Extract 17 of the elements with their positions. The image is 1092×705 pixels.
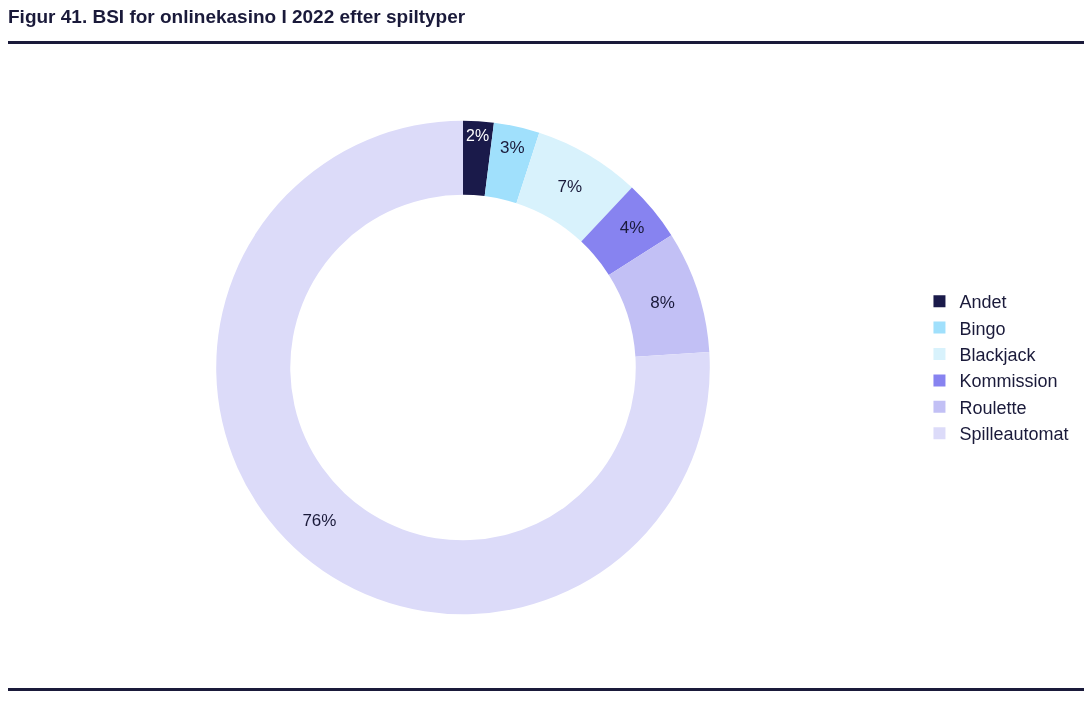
donut-slice (608, 235, 710, 357)
legend-label: Kommission (959, 371, 1058, 392)
legend-label: Blackjack (959, 345, 1037, 366)
data-label: 7% (557, 177, 583, 197)
donut-slice (581, 187, 672, 275)
legend-label: Roulette (959, 397, 1027, 418)
donut-slice (216, 120, 710, 615)
data-label: 3% (499, 137, 525, 157)
legend-label: Spilleautomat (959, 424, 1069, 445)
data-label: 4% (619, 218, 645, 238)
data-label: 76% (302, 510, 337, 530)
donut-slice (463, 120, 494, 197)
legend-label: Andet (959, 292, 1007, 313)
chart-title: Figur 41. BSI for onlinekasino I 2022 efter spiltyper (8, 6, 466, 28)
data-label: 2% (466, 126, 490, 144)
legend-label: Bingo (959, 318, 1006, 339)
data-label: 8% (650, 293, 675, 313)
